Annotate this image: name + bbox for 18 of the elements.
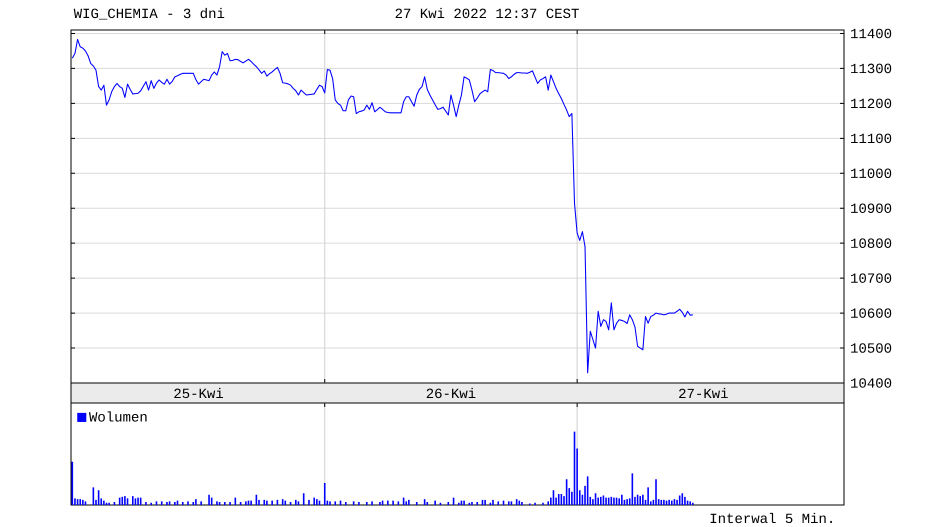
chart-title: WIG_CHEMIA - 3 dni: [74, 8, 224, 20]
legend-label: Wolumen: [88, 411, 147, 422]
y-tick-label: 10900: [851, 203, 892, 213]
y-tick-label: 10600: [851, 308, 892, 318]
y-tick-label: 10500: [851, 343, 892, 353]
chart-subtitle: 27 Kwi 2022 12:37 CEST: [396, 8, 579, 18]
x-tick-label: 25-Kwi: [174, 388, 223, 398]
y-tick-label: 10700: [851, 273, 892, 283]
y-tick-label: 10400: [851, 378, 892, 388]
y-tick-label: 11200: [851, 98, 892, 108]
y-tick-label: 11100: [851, 134, 892, 144]
y-tick-label: 11000: [851, 168, 892, 178]
x-tick-label: 26-Kwi: [426, 388, 476, 398]
x-tick-label: 27-Kwi: [679, 388, 728, 398]
y-tick-label: 11300: [851, 64, 892, 74]
y-tick-label: 10800: [851, 238, 892, 248]
y-tick-label: 11400: [851, 28, 892, 38]
text: Interwal 5 Min.: [710, 512, 832, 524]
